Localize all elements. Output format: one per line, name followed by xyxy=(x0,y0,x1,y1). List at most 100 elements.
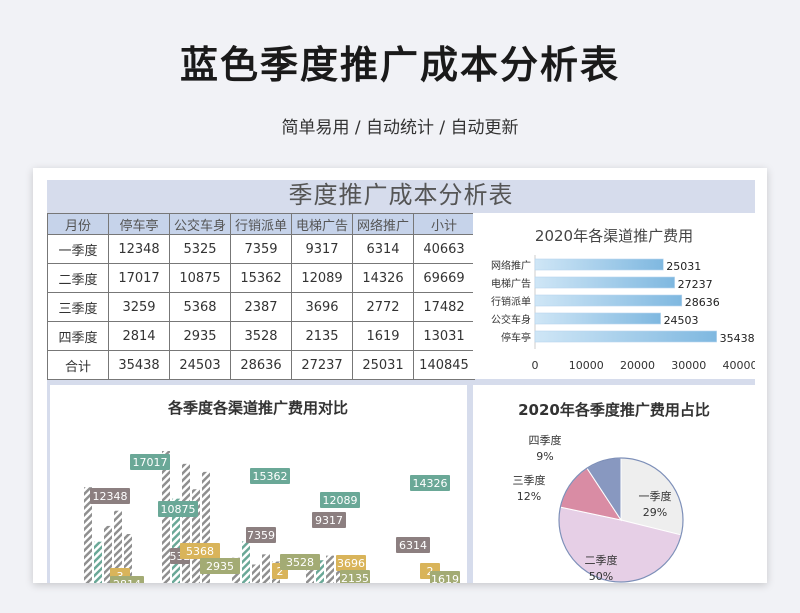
chart-title: 2020年各季度推广费用占比 xyxy=(518,401,710,419)
table-cell: 二季度 xyxy=(47,263,109,293)
data-label: 2135 xyxy=(341,572,369,583)
table-header-row: 月份 停车亭 公交车身 行销派单 电梯广告 网络推广 小计 xyxy=(47,213,475,235)
spreadsheet-preview-card: 季度推广成本分析表 月份 停车亭 公交车身 行销派单 电梯广告 网络推广 小计 … xyxy=(33,168,767,583)
slice-label: 二季度 xyxy=(585,553,618,567)
bar xyxy=(534,258,664,271)
data-label: 10875 xyxy=(161,503,196,516)
table-cell: 10875 xyxy=(169,263,231,293)
table-cell: 13031 xyxy=(413,321,475,351)
data-label: 17017 xyxy=(133,456,168,469)
slice-percent: 9% xyxy=(536,450,553,463)
bar xyxy=(326,555,334,583)
table-cell: 17017 xyxy=(108,263,170,293)
data-label: 27237 xyxy=(678,278,713,291)
data-label-box xyxy=(280,554,320,570)
table-cell: 5368 xyxy=(169,292,231,322)
table-cell: 3528 xyxy=(230,321,292,351)
table-cell: 2814 xyxy=(108,321,170,351)
table-cell: 3696 xyxy=(291,292,353,322)
table-row: 二季度 17017 10875 15362 12089 14326 69669 xyxy=(47,263,475,293)
sheet-title: 季度推广成本分析表 xyxy=(47,180,755,211)
table-cell: 140845 xyxy=(413,350,475,380)
table-cell: 2772 xyxy=(352,292,414,322)
table-cell: 40663 xyxy=(413,234,475,264)
slice-label: 一季度 xyxy=(639,489,672,503)
data-label: 28636 xyxy=(685,296,720,309)
bar xyxy=(262,554,270,583)
table-row: 四季度 2814 2935 3528 2135 1619 13031 xyxy=(47,321,475,351)
table-row: 三季度 3259 5368 2387 3696 2772 17482 xyxy=(47,292,475,322)
table-cell: 12089 xyxy=(291,263,353,293)
table-cell: 15362 xyxy=(230,263,292,293)
bar xyxy=(306,561,314,583)
table-cell: 四季度 xyxy=(47,321,109,351)
data-label-box xyxy=(396,537,430,553)
bar xyxy=(124,534,132,583)
data-label: 25031 xyxy=(666,260,701,273)
data-label: 7359 xyxy=(247,529,275,542)
data-label-box xyxy=(90,488,130,504)
data-label: 2 xyxy=(277,565,284,578)
tick-label: 40000 xyxy=(723,359,756,372)
data-label-box xyxy=(430,571,460,583)
table-header-cell: 公交车身 xyxy=(169,213,231,235)
data-label: 3528 xyxy=(286,556,314,569)
bar xyxy=(104,525,112,583)
table-cell: 35438 xyxy=(108,350,170,380)
bar xyxy=(94,541,102,583)
data-table: 月份 停车亭 公交车身 行销派单 电梯广告 网络推广 小计 一季度 12348 … xyxy=(47,213,475,380)
table-cell: 2135 xyxy=(291,321,353,351)
bar xyxy=(114,510,122,583)
data-label-box xyxy=(312,512,346,528)
tick-label: 20000 xyxy=(620,359,655,372)
slice-percent: 12% xyxy=(517,490,541,503)
data-label: 12089 xyxy=(323,494,358,507)
data-label-box xyxy=(336,555,366,571)
category-label: 电梯广告 xyxy=(491,277,531,290)
bar xyxy=(202,471,210,583)
category-label: 停车亭 xyxy=(501,331,531,344)
sheet: 季度推广成本分析表 月份 停车亭 公交车身 行销派单 电梯广告 网络推广 小计 … xyxy=(47,180,758,583)
data-label: 35438 xyxy=(720,332,755,345)
data-label: 15362 xyxy=(253,470,288,483)
page-subtitle: 简单易用 / 自动统计 / 自动更新 xyxy=(281,118,519,138)
table-cell: 6314 xyxy=(352,234,414,264)
category-label: 公交车身 xyxy=(491,313,531,326)
data-label-box xyxy=(158,501,198,517)
quarter-channel-chart-panel: 各季度各渠道推广费用对比1234817017328145321087553682… xyxy=(50,385,467,583)
bar xyxy=(172,498,180,583)
category-label: 网络推广 xyxy=(491,259,531,272)
channel-cost-chart-panel: 2020年各渠道推广费用 网络推广 25031 电梯广告 27237 行销派单 28636 公… xyxy=(473,213,758,379)
table-header-cell: 电梯广告 xyxy=(291,213,353,235)
data-label: 14326 xyxy=(413,477,448,490)
data-label: 2814 xyxy=(113,578,141,583)
table-header-cell: 网络推广 xyxy=(352,213,414,235)
slice-percent: 29% xyxy=(643,506,667,519)
table-cell: 24503 xyxy=(169,350,231,380)
table-cell: 合计 xyxy=(47,350,109,380)
table-row: 合计 35438 24503 28636 27237 25031 140845 xyxy=(47,350,475,380)
chart-title: 2020年各渠道推广费用 xyxy=(535,227,693,245)
tick-label: 30000 xyxy=(671,359,706,372)
data-label-box xyxy=(250,468,290,484)
table-header-cell: 小计 xyxy=(413,213,475,235)
data-label: 12348 xyxy=(93,490,128,503)
table-header-cell: 月份 xyxy=(47,213,109,235)
tick-label: 0 xyxy=(532,359,539,372)
bar xyxy=(534,294,683,307)
table-cell: 17482 xyxy=(413,292,475,322)
table-cell: 12348 xyxy=(108,234,170,264)
tick-label: 10000 xyxy=(569,359,604,372)
bar xyxy=(534,330,717,343)
bar xyxy=(534,312,661,325)
table-cell: 2935 xyxy=(169,321,231,351)
data-label: 24503 xyxy=(664,314,699,327)
slice-label: 四季度 xyxy=(529,433,562,447)
data-label: 1619 xyxy=(431,573,459,583)
data-label: 3696 xyxy=(337,557,365,570)
data-label-box xyxy=(180,543,220,559)
table-cell: 25031 xyxy=(352,350,414,380)
bar xyxy=(316,560,324,583)
